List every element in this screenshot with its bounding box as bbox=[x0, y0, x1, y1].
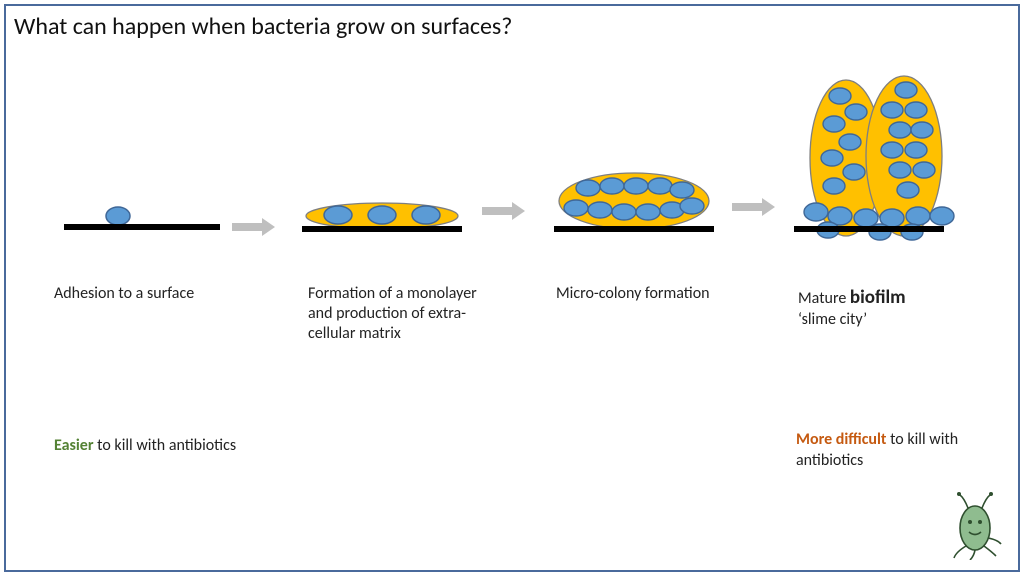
stage-monolayer bbox=[288, 146, 478, 266]
biofilm-word: biofilm bbox=[850, 286, 906, 309]
harder-note: More difficult to kill with antibiotics bbox=[796, 430, 976, 472]
stage-adhesion bbox=[52, 146, 232, 266]
easier-note: Easier to kill with antibiotics bbox=[54, 436, 236, 457]
mascot-icon bbox=[946, 490, 1004, 560]
page-title: What can happen when bacteria grow on su… bbox=[14, 12, 512, 41]
mature-suffix: ‘slime city’ bbox=[798, 310, 867, 329]
arrow-icon bbox=[732, 198, 775, 216]
arrow-icon bbox=[482, 202, 525, 220]
surface-bar bbox=[794, 226, 944, 232]
caption-adhesion: Adhesion to a surface bbox=[54, 284, 234, 304]
stage-mature bbox=[784, 68, 984, 268]
slide-frame: What can happen when bacteria grow on su… bbox=[4, 4, 1020, 572]
monolayer-graphic bbox=[288, 146, 478, 266]
caption-mature: Mature biofilm ‘slime city’ bbox=[798, 286, 988, 330]
arrow-icon bbox=[232, 218, 275, 236]
mature-prefix: Mature bbox=[798, 289, 850, 308]
adhesion-graphic bbox=[52, 146, 232, 266]
easier-word: Easier bbox=[54, 436, 94, 455]
harder-word: More difficult bbox=[796, 430, 886, 449]
caption-monolayer: Formation of a monolayer and production … bbox=[308, 284, 478, 344]
mature-graphic bbox=[784, 68, 984, 268]
microcolony-graphic bbox=[540, 146, 730, 266]
stage-microcolony bbox=[540, 146, 730, 266]
surface-bar bbox=[554, 226, 714, 232]
easier-rest: to kill with antibiotics bbox=[94, 436, 237, 455]
surface-bar bbox=[302, 226, 462, 232]
surface-bar bbox=[64, 224, 220, 230]
caption-microcolony: Micro-colony formation bbox=[556, 284, 716, 304]
